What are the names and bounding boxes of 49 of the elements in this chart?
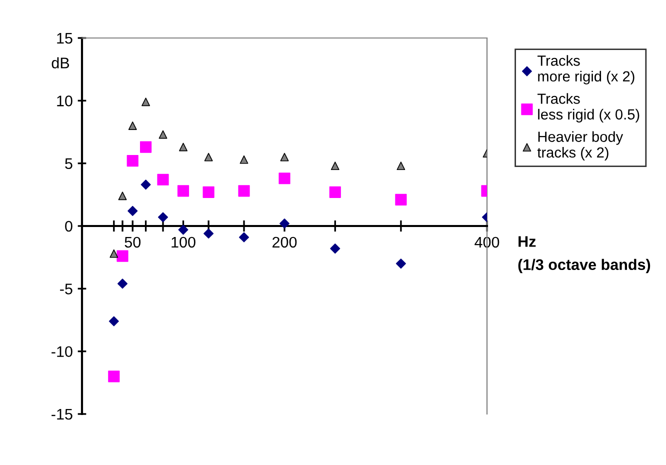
point xyxy=(110,249,118,258)
point xyxy=(142,98,150,106)
y-tick-label: 5 xyxy=(65,158,72,170)
point xyxy=(116,250,128,262)
y-tick-label: 15 xyxy=(57,33,72,44)
point xyxy=(396,162,406,170)
point xyxy=(204,152,213,162)
x-axis-title: Hz (1/3 octave bands) xyxy=(518,236,650,274)
point xyxy=(329,186,341,198)
point xyxy=(240,155,248,164)
legend-label: Tracks less rigid (x 0.5) xyxy=(537,93,640,122)
y-tick-label: -5 xyxy=(60,284,72,294)
y-tick-label: 10 xyxy=(57,96,72,106)
point xyxy=(118,192,127,200)
point xyxy=(396,258,406,269)
point xyxy=(178,224,188,235)
y-axis-title: dB xyxy=(52,57,70,68)
point xyxy=(128,206,138,216)
point xyxy=(202,186,214,198)
x-tick-label: 100 xyxy=(172,236,196,248)
x-tick-label: 200 xyxy=(272,236,297,248)
point xyxy=(117,278,128,289)
y-tick-label: -10 xyxy=(52,346,72,358)
point xyxy=(108,370,120,382)
y-tick-label: 0 xyxy=(65,220,72,232)
point xyxy=(140,141,152,153)
point xyxy=(330,162,340,170)
point xyxy=(330,244,340,254)
point xyxy=(158,212,168,222)
point xyxy=(140,180,151,190)
y-tick-label: -15 xyxy=(52,409,72,420)
x-tick-label: 400 xyxy=(474,236,500,248)
point xyxy=(126,155,138,167)
point xyxy=(204,228,214,239)
point xyxy=(238,185,250,197)
point xyxy=(279,218,290,229)
point xyxy=(108,316,119,326)
point xyxy=(157,174,169,186)
legend-label: Tracks more rigid (x 2) xyxy=(537,55,634,84)
point xyxy=(278,172,290,184)
point xyxy=(179,142,188,152)
point xyxy=(177,185,190,197)
point xyxy=(395,194,407,206)
x-tick-label: 50 xyxy=(124,236,141,248)
point xyxy=(158,130,168,139)
legend-label: Heavier body tracks (x 2) xyxy=(537,131,624,161)
point xyxy=(238,232,250,242)
point xyxy=(128,122,137,130)
point xyxy=(280,152,289,162)
